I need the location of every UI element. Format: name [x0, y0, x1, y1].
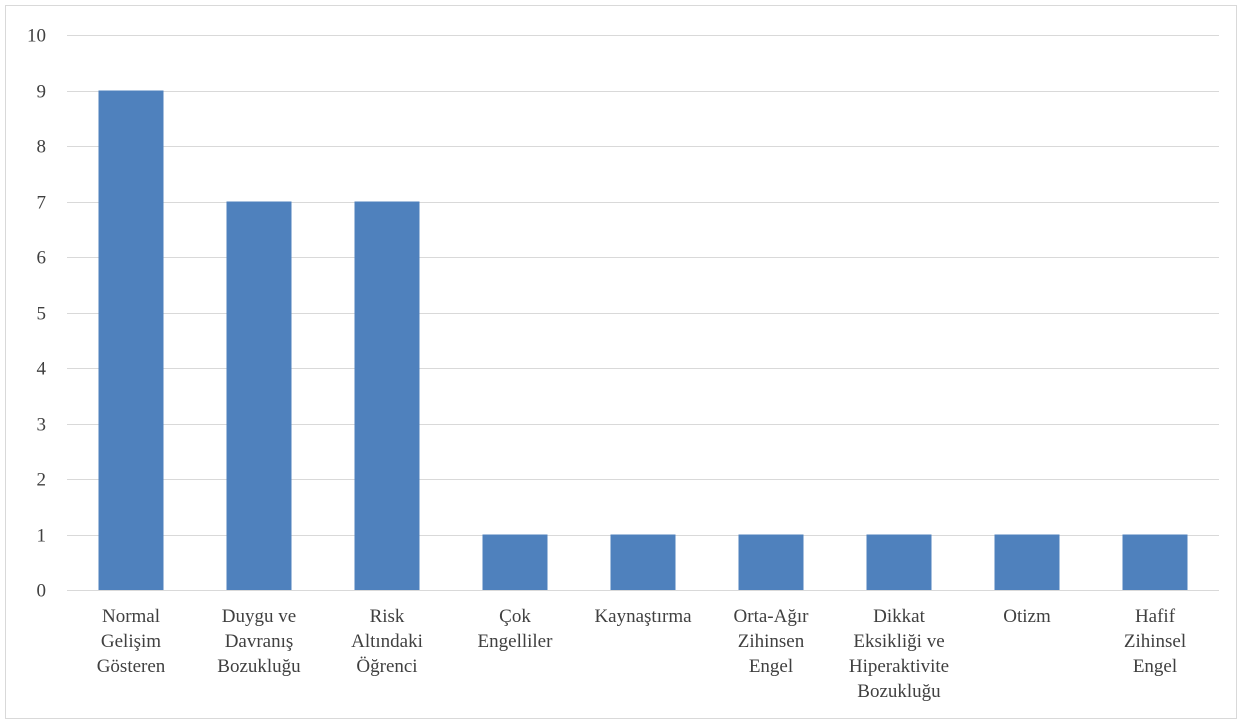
chart-frame [5, 5, 1237, 719]
x-tick-label-line: Normal [102, 606, 160, 627]
x-tick-label-line: Öğrenci [356, 656, 417, 677]
y-tick-label: 8 [37, 137, 47, 158]
x-tick-label-line: Gelişim [101, 631, 161, 652]
x-tick-label-line: Orta-Ağır [734, 606, 810, 627]
y-tick-label: 10 [27, 26, 46, 47]
x-axis-labels: Normal Gelişim Gösteren Duygu ve Davranış Boz… [97, 606, 1186, 702]
y-tick-label: 0 [37, 581, 47, 602]
bar [610, 534, 676, 590]
bar [866, 534, 932, 590]
x-tick-label-line: Duygu ve [222, 606, 296, 627]
x-tick-label-line: Hiperaktivite [849, 656, 949, 677]
x-tick-label-line: Otizm [1003, 606, 1051, 627]
y-tick-label: 1 [37, 526, 47, 547]
x-tick-label-line: Risk [370, 606, 405, 627]
x-tick-label-line: Bozukluğu [857, 681, 941, 702]
x-tick-label: Duygu ve Davranış Bozukluğu [217, 606, 301, 677]
x-tick-label-line: Bozukluğu [217, 656, 301, 677]
y-tick-label: 6 [37, 248, 47, 269]
bar [226, 201, 292, 590]
x-tick-label: Orta-Ağır Zihinsen Engel [734, 606, 810, 677]
x-tick-label: Çok Engelliler [478, 606, 554, 652]
x-tick-label-line: Davranış [225, 631, 294, 652]
y-tick-label: 7 [37, 193, 47, 214]
bar [354, 201, 420, 590]
x-tick-label-line: Gösteren [97, 656, 166, 677]
x-tick-label: Normal Gelişim Gösteren [97, 606, 166, 677]
x-tick-label-line: Engel [1133, 656, 1177, 677]
y-axis-ticks: 0 1 2 3 4 5 6 7 8 9 10 [27, 26, 47, 602]
bar [994, 534, 1060, 590]
bar [98, 90, 164, 590]
bar [482, 534, 548, 590]
x-tick-label-line: Zihinsen [738, 631, 805, 652]
x-tick-label-line: Eksikliği ve [853, 631, 944, 652]
x-tick-label-line: Engel [749, 656, 793, 677]
x-tick-label: Kaynaştırma [594, 606, 692, 627]
bar [1122, 534, 1188, 590]
x-tick-label-line: Dikkat [873, 606, 925, 627]
y-tick-label: 2 [37, 470, 47, 491]
x-tick-label: Otizm [1003, 606, 1051, 627]
x-tick-label: Hafif Zihinsel Engel [1124, 606, 1186, 677]
y-tick-label: 4 [37, 359, 47, 380]
x-tick-label: Risk Altındaki Öğrenci [351, 606, 423, 677]
x-tick-label-line: Engelliler [478, 631, 554, 652]
x-tick-label-line: Çok [499, 606, 531, 627]
y-tick-label: 5 [37, 304, 47, 325]
x-tick-label-line: Zihinsel [1124, 631, 1186, 652]
bar [738, 534, 804, 590]
x-tick-label-line: Hafif [1135, 606, 1176, 627]
x-tick-label-line: Altındaki [351, 631, 423, 652]
y-tick-label: 9 [37, 82, 47, 103]
x-tick-label: Dikkat Eksikliği ve Hiperaktivite Bozukluğu [849, 606, 949, 702]
bars [98, 90, 1188, 590]
x-tick-label-line: Kaynaştırma [594, 606, 692, 627]
y-tick-label: 3 [37, 415, 47, 436]
